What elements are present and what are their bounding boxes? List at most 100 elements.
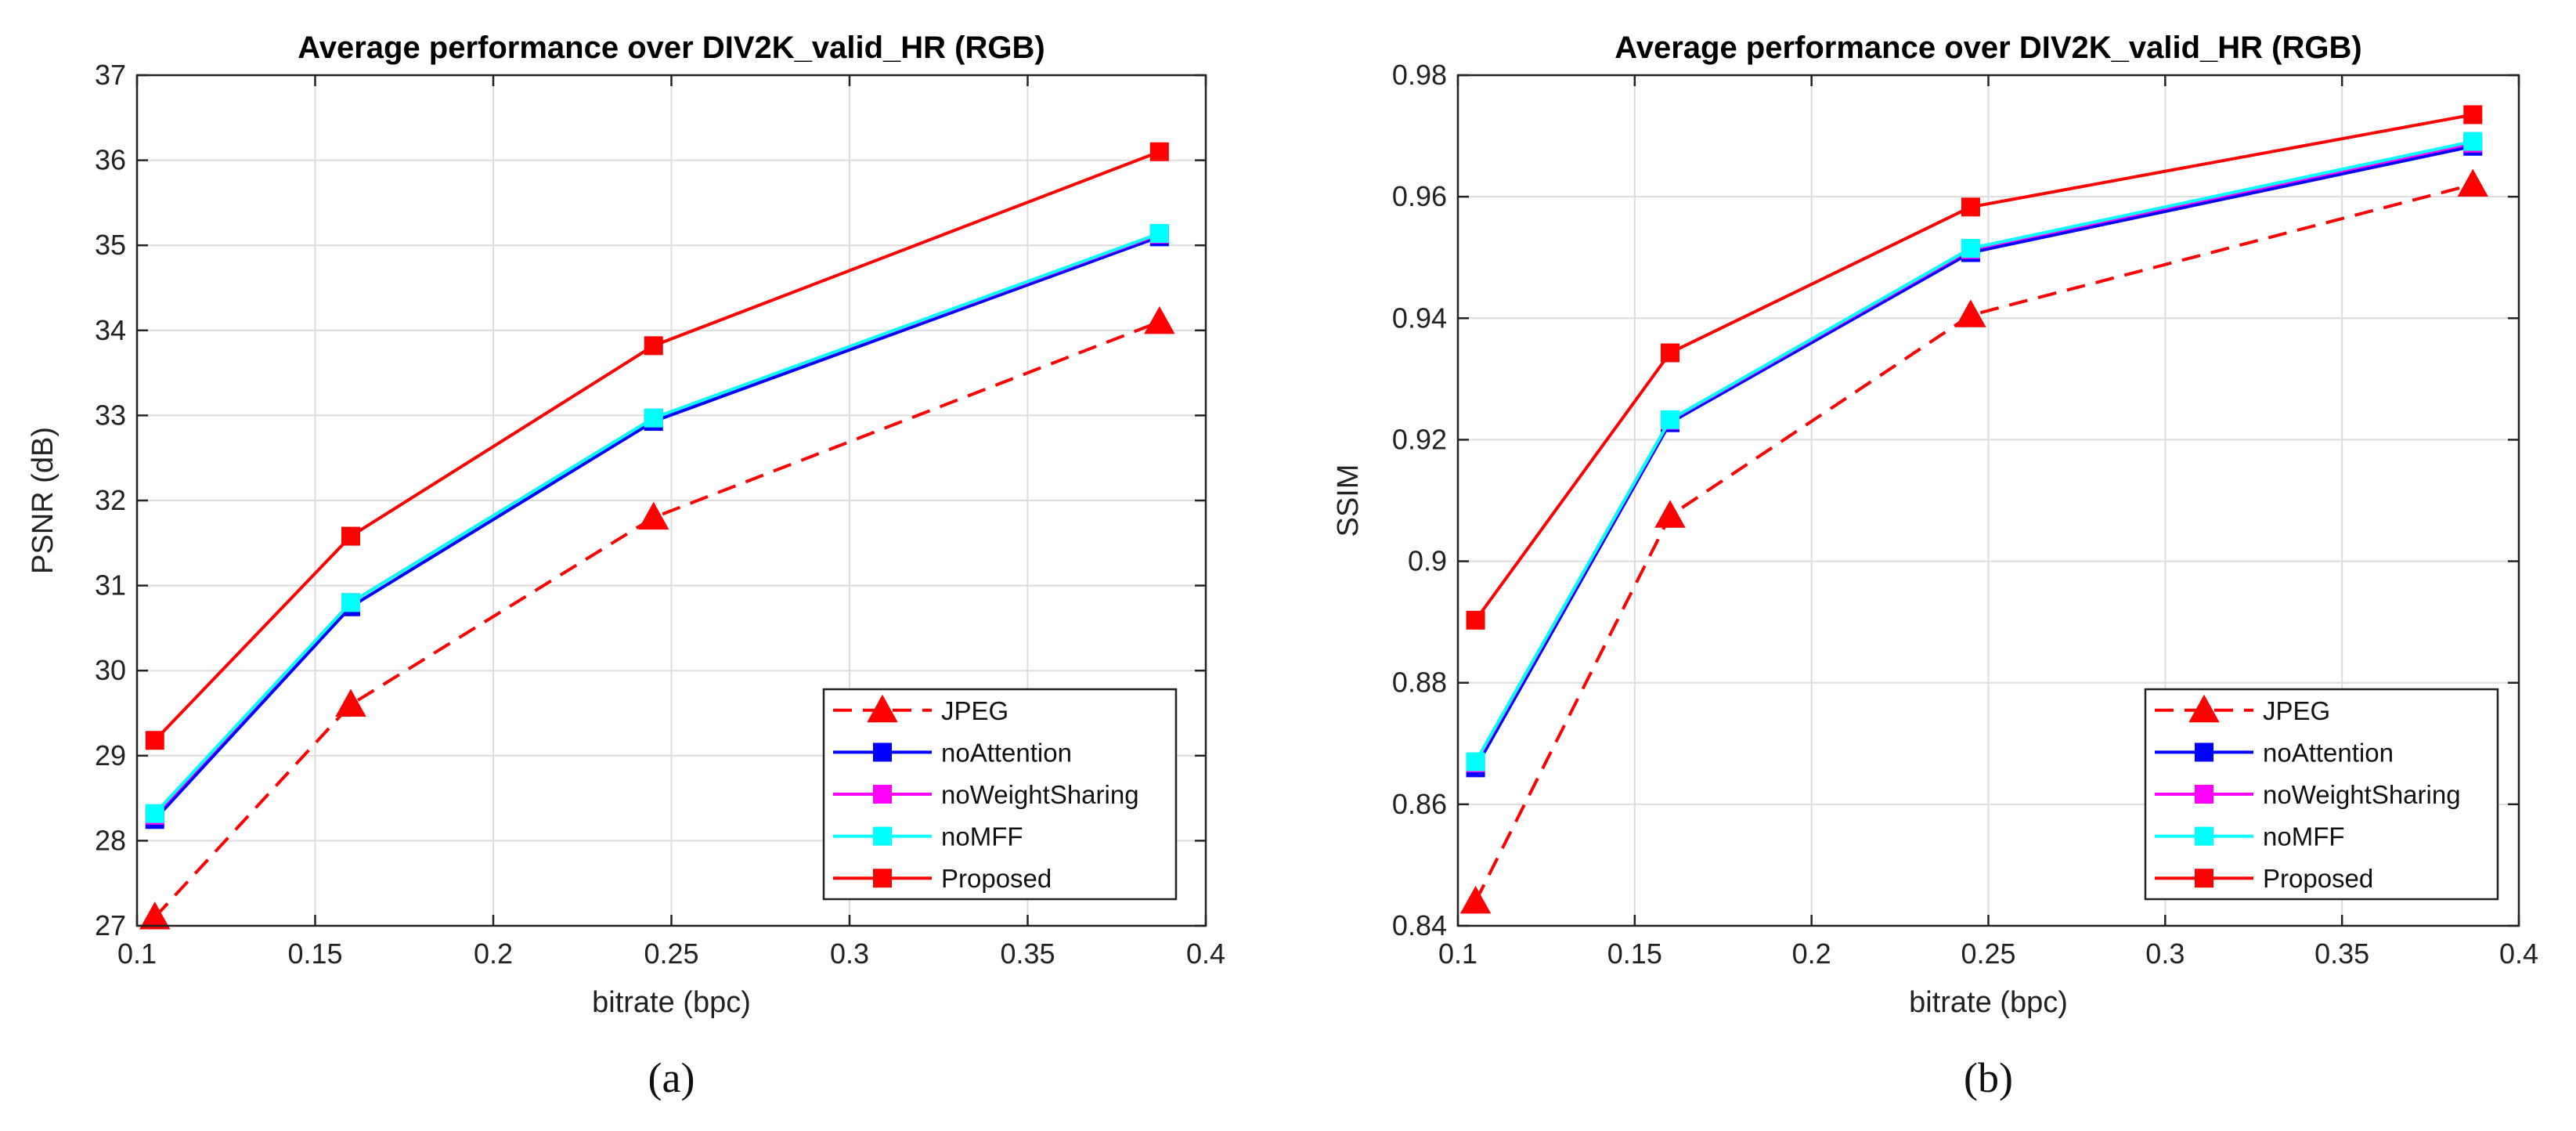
data-point-proposed: [341, 526, 360, 546]
y-tick-label: 0.98: [1392, 59, 1447, 91]
x-tick-label: 0.35: [2314, 938, 2369, 970]
legend-label-jpeg: JPEG: [2263, 696, 2330, 725]
y-tick-label: 36: [95, 144, 126, 176]
legend-marker-jpeg: [2188, 694, 2220, 723]
y-tick-label: 0.92: [1392, 423, 1447, 455]
legend-label-noattention: noAttention: [2263, 738, 2394, 767]
x-tick-label: 0.4: [2499, 938, 2538, 970]
x-tick-label: 0.35: [1000, 938, 1055, 970]
x-tick-label: 0.2: [1792, 938, 1831, 970]
legend-label-noweightsharing: noWeightSharing: [941, 780, 1139, 809]
legend-label-noattention: noAttention: [941, 738, 1072, 767]
data-point-jpeg: [1955, 299, 1986, 327]
series-line-proposed: [153, 150, 1160, 742]
data-point-proposed: [644, 336, 663, 356]
legend-label-nomff: noMFF: [941, 822, 1023, 851]
x-tick-label: 0.25: [644, 938, 698, 970]
y-tick-label: 0.96: [1392, 180, 1447, 212]
x-tick-label: 0.1: [1438, 938, 1477, 970]
series-proposed: [145, 142, 1169, 750]
x-tick-label: 0.2: [474, 938, 513, 970]
legend-marker-nomff: [873, 826, 892, 846]
data-point-nomff: [1466, 752, 1485, 771]
series-jpeg: [139, 305, 1175, 930]
series-nomff: [1466, 132, 2483, 771]
data-point-nomff: [2463, 132, 2483, 151]
data-point-jpeg: [335, 688, 366, 717]
y-tick-label: 35: [95, 229, 126, 261]
legend-marker-jpeg: [867, 694, 898, 723]
y-tick-label: 37: [95, 59, 126, 91]
data-point-proposed: [1661, 343, 1679, 363]
x-tick-label: 0.3: [2145, 938, 2185, 970]
legend-marker-noweightsharing: [873, 785, 892, 804]
legend-label-jpeg: JPEG: [941, 696, 1008, 725]
data-point-jpeg: [1654, 500, 1686, 528]
x-tick-label: 0.25: [1961, 938, 2015, 970]
y-tick-label: 29: [95, 739, 126, 771]
chart-psnr: 0.1 0.15 0.2 0.25 0.3 0.35 0.4 27 28 29 30 31 32 33 34…: [27, 31, 1225, 1101]
x-tick-label: 0.15: [287, 938, 342, 970]
y-tick-label: 32: [95, 484, 126, 516]
data-point-jpeg: [1459, 885, 1492, 914]
x-tick-label: 0.3: [830, 938, 869, 970]
series-line-nomff: [1474, 139, 2473, 763]
data-point-nomff: [644, 408, 663, 428]
y-tick-label: 0.9: [1408, 545, 1447, 577]
data-point-nomff: [145, 804, 164, 823]
data-point-jpeg: [139, 902, 171, 930]
chart-title: Average performance over DIV2K_valid_HR …: [1615, 31, 2361, 65]
x-axis-label: bitrate (bpc): [592, 986, 751, 1019]
data-point-nomff: [341, 593, 360, 612]
legend: JPEG noAttention noWeightSharing noMFF Propo…: [2144, 688, 2499, 901]
legend-marker-nomff: [2195, 826, 2213, 846]
x-tick-label: 0.1: [117, 938, 157, 970]
series-line-noattention: [153, 235, 1160, 821]
data-point-proposed: [145, 731, 164, 750]
series-line-proposed: [1474, 113, 2473, 621]
x-tick-label: 0.15: [1607, 938, 1662, 970]
legend-label-nomff: noMFF: [2263, 822, 2345, 851]
legend-label-proposed: Proposed: [941, 864, 1052, 893]
x-tick-label: 0.4: [1186, 938, 1225, 970]
y-tick-label: 0.84: [1392, 909, 1447, 941]
series-nomff: [145, 223, 1169, 823]
y-tick-label: 27: [95, 909, 126, 941]
chart-title: Average performance over DIV2K_valid_HR …: [298, 31, 1044, 65]
y-tick-label: 31: [95, 569, 126, 602]
data-point-proposed: [1149, 142, 1169, 161]
legend-marker-proposed: [2195, 869, 2213, 888]
data-point-jpeg: [1144, 305, 1175, 334]
data-point-nomff: [1661, 410, 1679, 429]
series-proposed: [1466, 105, 2483, 630]
data-point-jpeg: [638, 501, 669, 530]
data-point-proposed: [2463, 105, 2483, 125]
legend-marker-proposed: [873, 869, 892, 888]
data-point-proposed: [1961, 197, 1980, 217]
y-axis-label: SSIM: [1332, 464, 1365, 537]
y-tick-label: 33: [95, 399, 126, 431]
series-jpeg: [1459, 168, 2488, 914]
x-axis-label: bitrate (bpc): [1909, 986, 2068, 1019]
chart-ssim: 0.1 0.15 0.2 0.25 0.3 0.35 0.4 0.84 0.86 0.88 0.9 0…: [1332, 31, 2538, 1101]
legend-marker-noattention: [2195, 743, 2213, 762]
data-point-nomff: [1149, 223, 1169, 243]
legend: JPEG noAttention noWeightSharing noMFF Propo…: [822, 688, 1178, 901]
y-axis-label: PSNR (dB): [27, 427, 60, 574]
legend-label-proposed: Proposed: [2263, 864, 2373, 893]
data-point-jpeg: [2457, 168, 2488, 197]
data-point-nomff: [1961, 239, 1980, 258]
legend-label-noweightsharing: noWeightSharing: [2263, 780, 2461, 809]
legend-marker-noattention: [873, 743, 892, 762]
legend-marker-noweightsharing: [2195, 785, 2213, 804]
y-tick-label: 0.94: [1392, 302, 1447, 334]
subfigure-caption: (a): [648, 1054, 695, 1101]
y-tick-label: 30: [95, 654, 126, 686]
y-tick-label: 34: [95, 314, 126, 346]
series-line-jpeg: [1474, 182, 2473, 902]
subfigure-caption: (b): [1964, 1054, 2013, 1101]
series-line-nomff: [153, 232, 1160, 815]
y-tick-label: 28: [95, 824, 126, 856]
series-line-noattention: [1474, 144, 2473, 769]
